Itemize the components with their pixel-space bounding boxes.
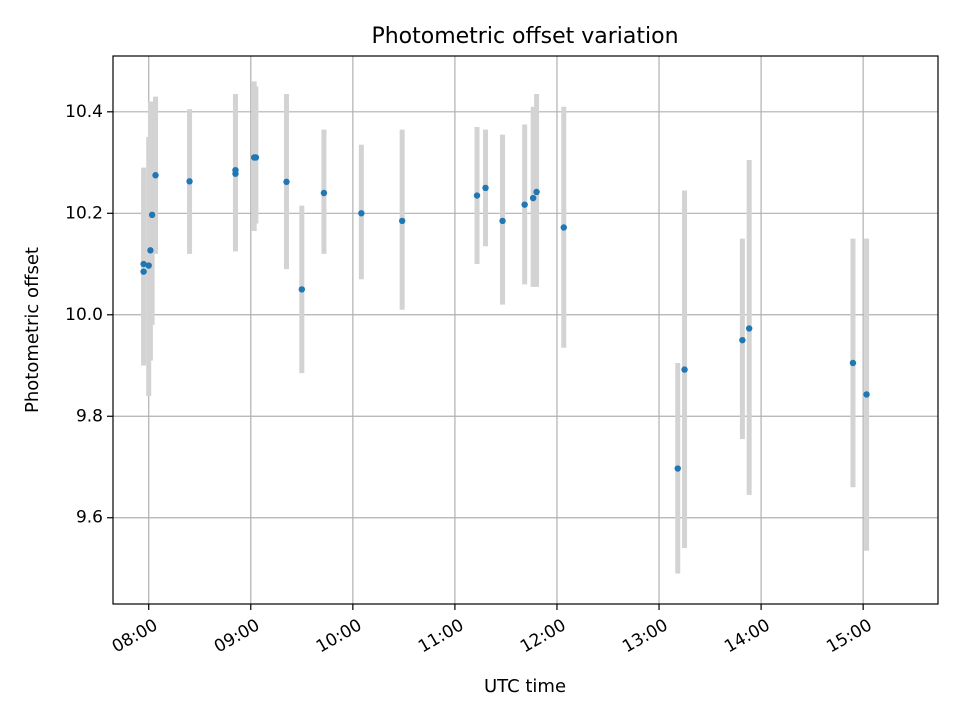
data-point: [849, 359, 857, 367]
y-tick-label: 10.2: [65, 203, 103, 223]
data-point: [560, 224, 567, 231]
data-point: [320, 189, 328, 197]
data-point: [252, 154, 260, 161]
data-point: [745, 325, 753, 332]
data-point: [148, 211, 156, 219]
data-point: [145, 262, 152, 269]
data-point: [521, 201, 528, 208]
data-point: [863, 391, 870, 398]
y-tick-label: 10.4: [65, 102, 103, 122]
data-point: [681, 366, 688, 373]
data-point: [152, 172, 159, 179]
data-point: [482, 184, 489, 192]
data-point: [298, 286, 306, 293]
y-tick-label: 10.0: [65, 305, 103, 325]
data-point: [674, 465, 681, 472]
y-tick-label: 9.6: [76, 508, 103, 528]
data-point: [140, 260, 147, 268]
y-tick-label: 9.8: [76, 406, 103, 426]
data-point: [147, 247, 154, 254]
data-point: [473, 192, 481, 199]
chart-title: Photometric offset variation: [371, 24, 678, 49]
plot-frame: [112, 55, 939, 605]
data-point: [529, 194, 537, 202]
data-point: [499, 217, 506, 225]
data-point: [398, 217, 406, 225]
x-axis-title: UTC time: [484, 676, 566, 697]
data-point: [186, 178, 193, 185]
data-point: [358, 210, 365, 217]
y-axis-title: Photometric offset: [22, 247, 43, 413]
data-point: [533, 188, 540, 196]
data-points: [140, 154, 870, 472]
data-point: [232, 166, 239, 174]
data-point: [140, 268, 147, 275]
data-point: [283, 178, 290, 186]
data-point: [739, 336, 746, 344]
grid-lines: [113, 56, 938, 604]
